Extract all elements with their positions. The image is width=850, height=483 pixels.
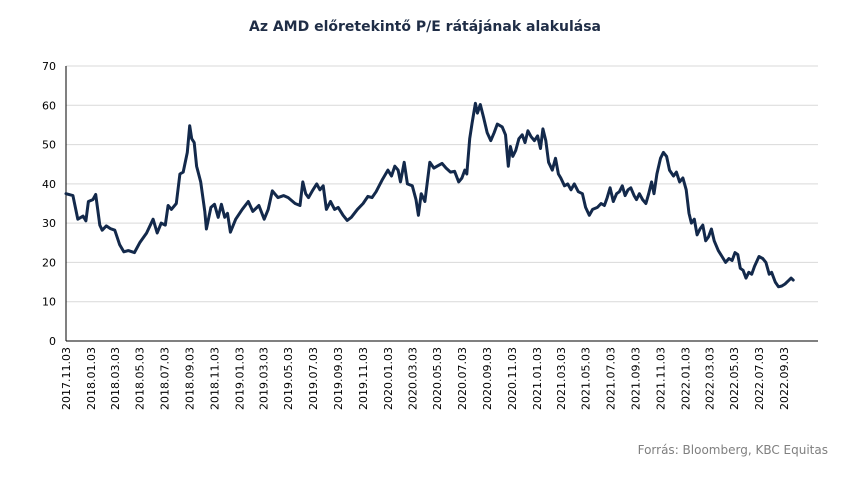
x-tick-label: 2019.11.03 (357, 347, 370, 410)
x-tick-label: 2020.07.03 (456, 347, 469, 410)
y-tick-label: 60 (42, 99, 56, 112)
x-tick-label: 2019.05.03 (282, 347, 295, 410)
chart-title: Az AMD előretekintő P/E rátájának alakul… (248, 19, 602, 35)
y-tick-label: 50 (42, 139, 56, 152)
x-tick-label: 2022.05.03 (728, 347, 741, 410)
x-tick-label: 2017.11.03 (60, 347, 73, 410)
x-tick-label: 2021.09.03 (630, 347, 643, 410)
x-axis-ticks: 2017.11.03 2018.01.03 2018.03.03 2018.05.03… (60, 347, 791, 410)
y-tick-label: 20 (42, 256, 56, 269)
x-tick-label: 2021.07.03 (604, 347, 617, 410)
x-tick-label: 2022.09.03 (778, 347, 791, 410)
x-tick-label: 2021.01.03 (531, 347, 544, 410)
x-tick-label: 2022.07.03 (753, 347, 766, 410)
y-tick-label: 70 (42, 60, 56, 73)
x-tick-label: 2018.07.03 (158, 347, 171, 410)
x-tick-label: 2020.05.03 (431, 347, 444, 410)
y-axis-ticks: 0 10 20 30 40 50 60 70 (42, 60, 56, 348)
x-tick-label: 2022.01.03 (679, 347, 692, 410)
x-tick-label: 2018.09.03 (184, 347, 197, 410)
x-tick-label: 2019.01.03 (233, 347, 246, 410)
x-tick-label: 2019.09.03 (332, 347, 345, 410)
x-tick-label: 2020.03.03 (406, 347, 419, 410)
x-tick-label: 2018.11.03 (209, 347, 222, 410)
y-tick-label: 40 (42, 178, 56, 191)
series-line (64, 101, 795, 289)
x-tick-label: 2018.01.03 (85, 347, 98, 410)
y-tick-label: 30 (42, 217, 56, 230)
x-tick-label: 2019.03.03 (257, 347, 270, 410)
x-tick-label: 2018.03.03 (109, 347, 122, 410)
y-tick-label: 0 (49, 335, 56, 348)
x-tick-label: 2022.03.03 (703, 347, 716, 410)
y-tick-label: 10 (42, 296, 56, 309)
x-tick-label: 2021.03.03 (555, 347, 568, 410)
source-note: Forrás: Bloomberg, KBC Equitas (637, 443, 828, 457)
x-tick-label: 2018.05.03 (134, 347, 147, 410)
x-tick-label: 2020.11.03 (506, 347, 519, 410)
x-tick-label: 2019.07.03 (307, 347, 320, 410)
x-tick-label: 2020.01.03 (382, 347, 395, 410)
x-tick-label: 2021.11.03 (655, 347, 668, 410)
x-tick-label: 2020.09.03 (481, 347, 494, 410)
x-tick-label: 2021.05.03 (580, 347, 593, 410)
